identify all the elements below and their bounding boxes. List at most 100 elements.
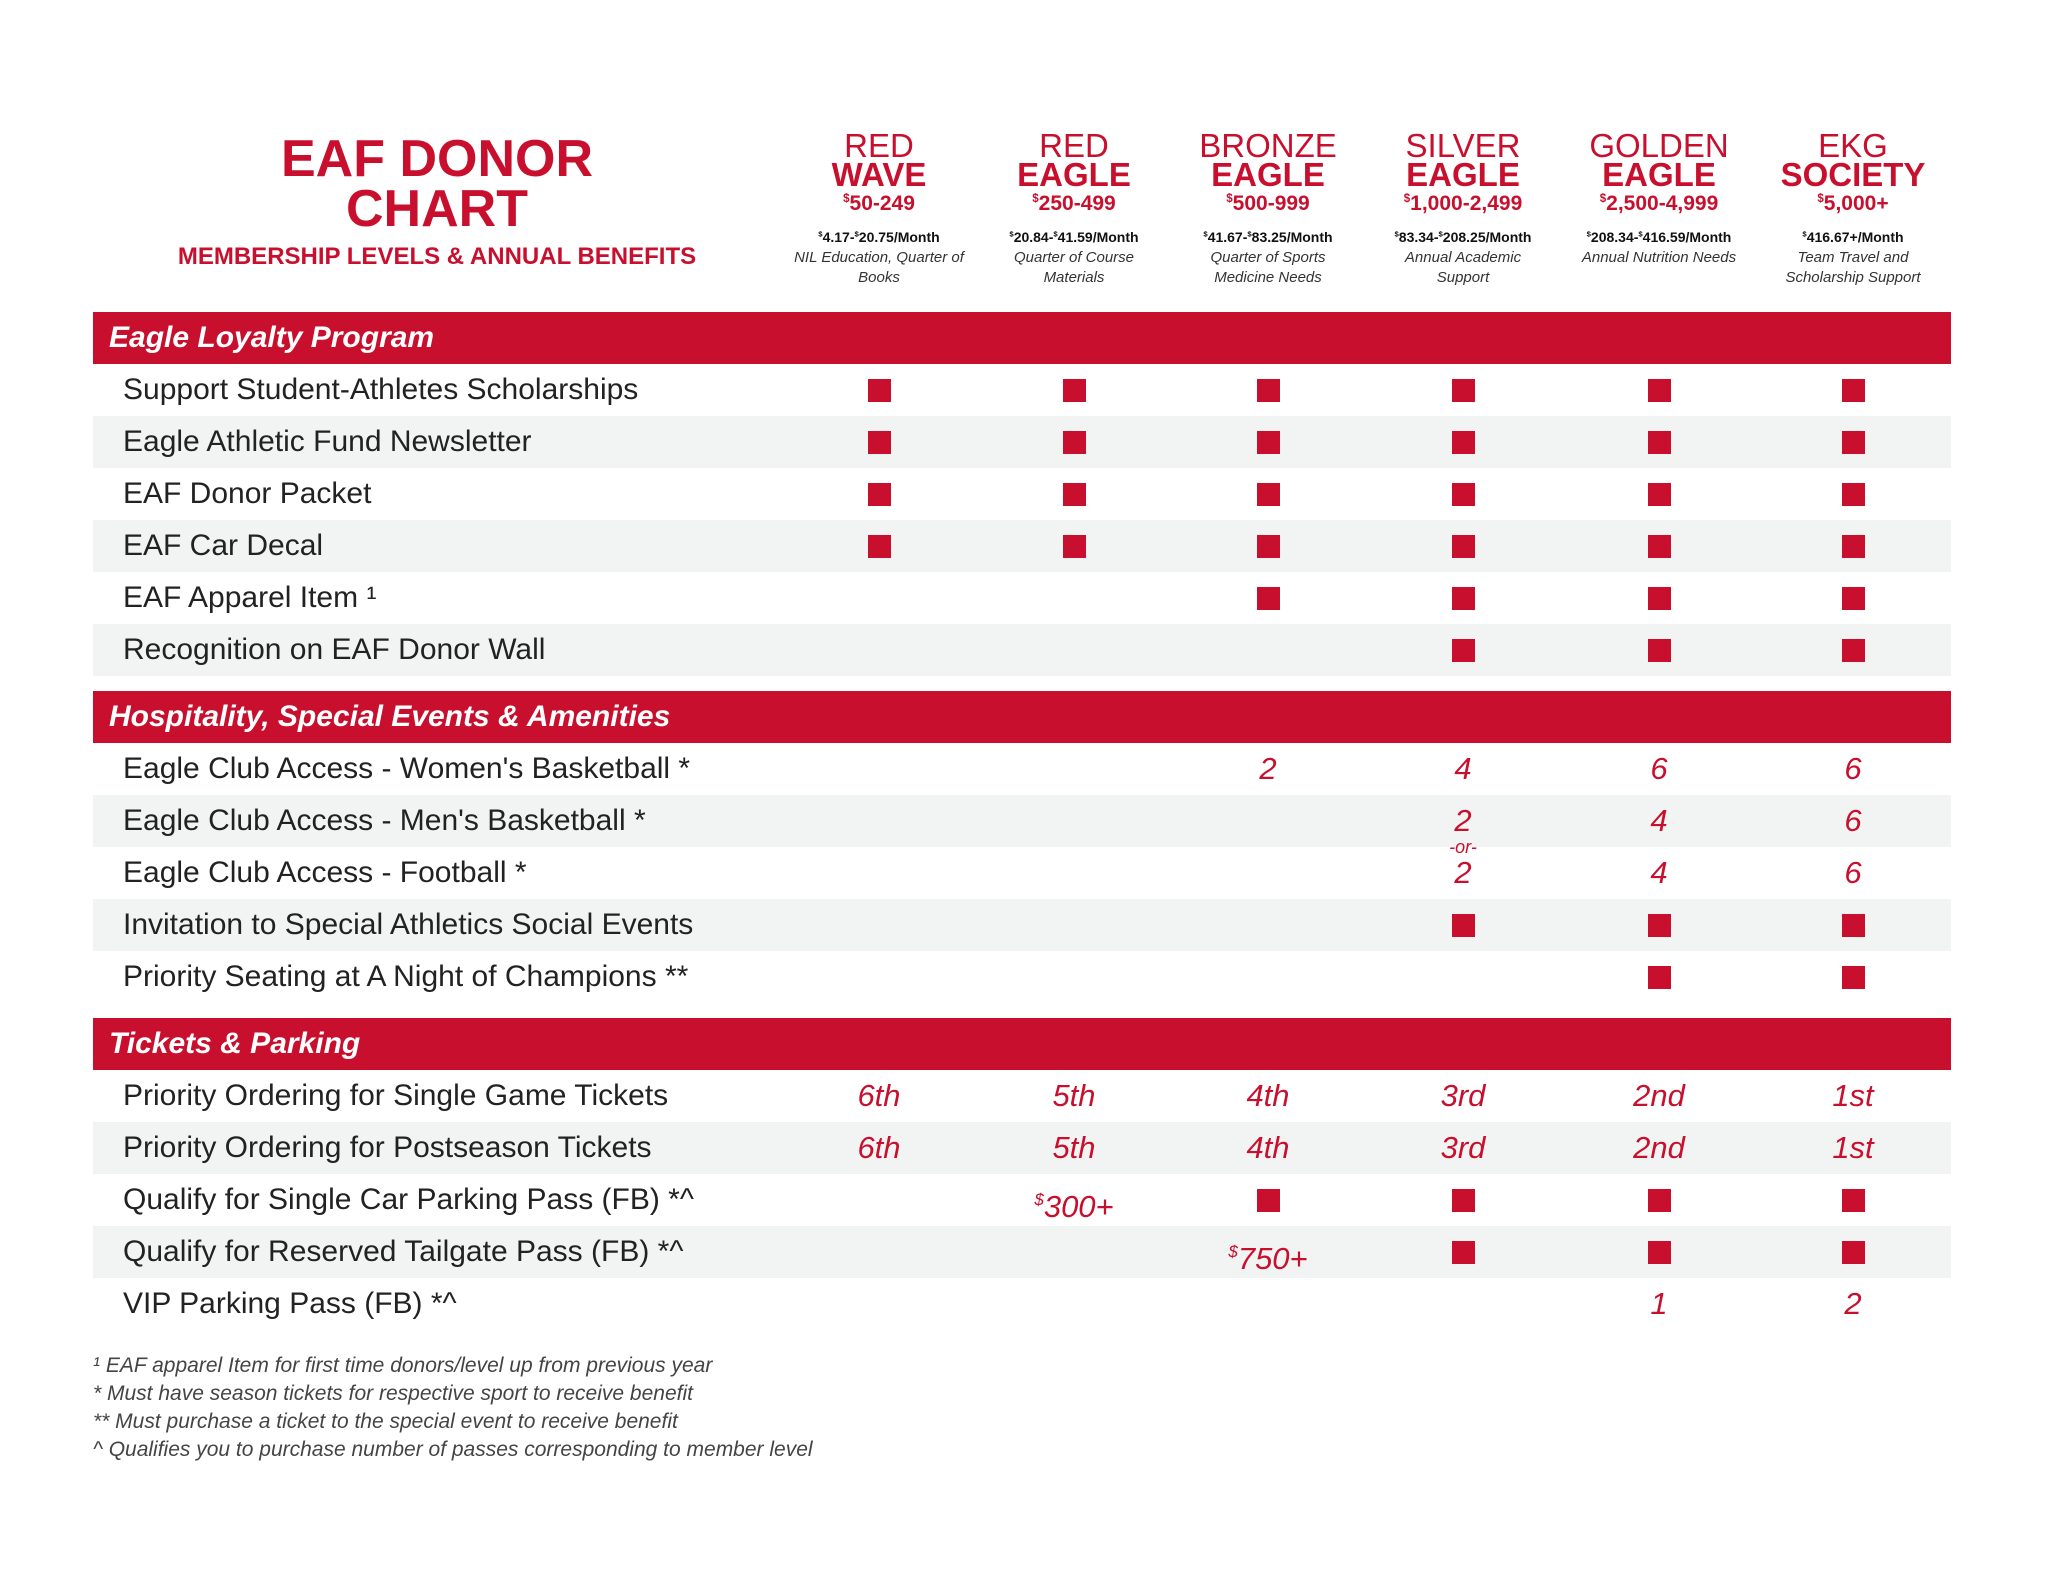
dollar-sign: $ — [1203, 229, 1208, 239]
level-price: $500-999 — [1226, 192, 1310, 215]
level-line1: GOLDEN — [1589, 127, 1729, 164]
check-square — [1063, 431, 1086, 454]
cell-value: 4 — [1454, 751, 1472, 786]
dollar-sign: $ — [818, 229, 823, 239]
level-price: $50-249 — [843, 192, 915, 215]
row-band — [93, 795, 1951, 847]
check-square — [1257, 535, 1280, 558]
check-square — [1063, 379, 1086, 402]
benefit-label: Qualify for Single Car Parking Pass (FB)… — [123, 1183, 694, 1216]
check-square — [1452, 431, 1475, 454]
level-purpose: Annual Nutrition Needs — [1581, 249, 1737, 266]
level-purpose: Quarter of Course Materials — [1013, 249, 1135, 286]
benefit-label: Qualify for Reserved Tailgate Pass (FB) … — [123, 1235, 684, 1268]
benefit-label: EAF Car Decal — [123, 529, 324, 562]
dollar-sign: $ — [1403, 192, 1411, 205]
level-line2: EAGLE — [1406, 156, 1520, 193]
cell-value: 6th — [857, 1130, 901, 1165]
cell-value: 2nd — [1633, 1130, 1685, 1165]
check-square — [1452, 379, 1475, 402]
dollar-sign: $ — [1438, 229, 1443, 239]
check-square — [1452, 1241, 1475, 1264]
cell-value: $750+ — [1228, 1240, 1308, 1276]
check-square — [1257, 379, 1280, 402]
level-line1: RED — [1039, 127, 1109, 164]
footnote: ^ Qualifies you to purchase number of pa… — [93, 1438, 813, 1461]
check-square — [1842, 966, 1865, 989]
level-monthly: $83.34-$208.25/Month — [1394, 229, 1532, 245]
benefit-label: Recognition on EAF Donor Wall — [123, 633, 546, 666]
level-monthly: $4.17-$20.75/Month — [818, 229, 940, 245]
check-square — [1452, 1189, 1475, 1212]
level-price: $5,000+ — [1817, 192, 1889, 215]
check-square — [1842, 379, 1865, 402]
check-square — [1648, 535, 1671, 558]
dollar-sign: $ — [1009, 229, 1014, 239]
footnote: ¹ EAF apparel Item for first time donors… — [93, 1354, 713, 1377]
section-header: Tickets & Parking — [93, 1018, 1951, 1070]
level-price: $2,500-4,999 — [1599, 192, 1719, 215]
check-square — [1648, 914, 1671, 937]
level-price: $250-499 — [1032, 192, 1116, 215]
check-square — [1648, 1189, 1671, 1212]
level-purpose: NIL Education, Quarter of Books — [794, 249, 964, 286]
title-line: EAF DONOR — [281, 130, 593, 188]
check-square — [868, 535, 891, 558]
cell-value: 6 — [1844, 855, 1862, 890]
level-monthly: $41.67-$83.25/Month — [1203, 229, 1333, 245]
section-header: Hospitality, Special Events & Amenities — [93, 691, 1951, 743]
check-square — [1648, 431, 1671, 454]
benefit-label: Eagle Athletic Fund Newsletter — [123, 425, 532, 458]
cell-value: $300+ — [1034, 1188, 1114, 1224]
cell-value: 2nd — [1633, 1078, 1685, 1113]
level-line2: EAGLE — [1211, 156, 1325, 193]
benefit-label: Invitation to Special Athletics Social E… — [123, 908, 694, 941]
check-square — [1842, 1189, 1865, 1212]
benefit-label: Priority Seating at A Night of Champions… — [123, 960, 689, 993]
row-band — [93, 1226, 1951, 1278]
check-square — [868, 431, 891, 454]
check-square — [1452, 914, 1475, 937]
benefit-label: VIP Parking Pass (FB) *^ — [123, 1287, 457, 1320]
dollar-sign: $ — [1599, 192, 1607, 205]
level-line1: BRONZE — [1199, 127, 1337, 164]
row-band — [93, 520, 1951, 572]
cell-value: 1st — [1832, 1078, 1874, 1113]
check-square — [1648, 1241, 1671, 1264]
benefit-label: Eagle Club Access - Women's Basketball * — [123, 752, 691, 785]
check-square — [1257, 431, 1280, 454]
benefit-label: Eagle Club Access - Football * — [123, 856, 527, 889]
benefit-label: Priority Ordering for Single Game Ticket… — [123, 1079, 669, 1112]
dollar-sign: $ — [1226, 192, 1233, 205]
level-line2: SOCIETY — [1780, 156, 1926, 193]
title-line: CHART — [346, 180, 528, 238]
row-band — [93, 624, 1951, 676]
cell-value: 4th — [1246, 1078, 1290, 1113]
footnote: * Must have season tickets for respectiv… — [93, 1382, 693, 1405]
benefit-label: EAF Apparel Item ¹ — [123, 581, 377, 614]
check-square — [1257, 1189, 1280, 1212]
cell-value: 5th — [1052, 1130, 1096, 1165]
check-square — [1842, 639, 1865, 662]
benefit-label: Eagle Club Access - Men's Basketball * — [123, 804, 646, 837]
cell-value: 3rd — [1440, 1078, 1486, 1113]
dollar-sign: $ — [854, 229, 859, 239]
benefit-label: Support Student-Athletes Scholarships — [123, 373, 639, 406]
check-square — [1257, 587, 1280, 610]
dollar-sign: $ — [1228, 1242, 1238, 1261]
level-monthly: $208.34-$416.59/Month — [1586, 229, 1732, 245]
cell-value: 1 — [1650, 1286, 1668, 1321]
check-square — [868, 483, 891, 506]
check-square — [1452, 639, 1475, 662]
cell-value: 2 — [1454, 803, 1472, 838]
dollar-sign: $ — [843, 192, 850, 205]
level-purpose: Quarter of Sports Medicine Needs — [1210, 249, 1326, 286]
dollar-sign: $ — [1053, 229, 1058, 239]
footnote: ** Must purchase a ticket to the special… — [93, 1410, 678, 1433]
level-line2: EAGLE — [1017, 156, 1131, 193]
check-square — [1063, 535, 1086, 558]
check-square — [1452, 483, 1475, 506]
cell-value: 4 — [1650, 803, 1668, 838]
row-band — [93, 416, 1951, 468]
dollar-sign: $ — [1638, 229, 1643, 239]
